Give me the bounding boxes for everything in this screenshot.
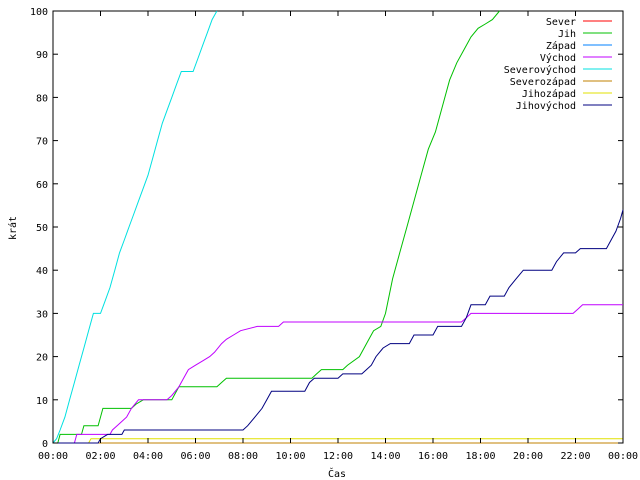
series-line-3 [53, 304, 623, 444]
legend-label: Západ [546, 40, 576, 52]
y-tick-label: 100 [30, 7, 48, 18]
x-axis-label: Čas [328, 467, 346, 480]
x-tick-label: 16:00 [418, 451, 448, 462]
legend-label: Sever [546, 17, 576, 28]
y-tick-label: 30 [36, 309, 48, 320]
legend-label: Východ [540, 52, 576, 64]
x-tick-label: 18:00 [465, 451, 495, 462]
x-tick-label: 20:00 [513, 451, 543, 462]
series-line-1 [53, 10, 500, 444]
legend-label: Jih [558, 29, 576, 40]
y-tick-label: 10 [36, 396, 48, 407]
y-axis-label: krát [7, 216, 19, 240]
x-tick-label: 22:00 [560, 451, 590, 462]
x-tick-label: 06:00 [180, 451, 210, 462]
ticks-layer: 00:00 02:00 04:00 06:00 08:00 10:00 12:00 14:00… [30, 7, 638, 462]
legend: SeverJihZápadVýchodSeverovýchodSeverozáp… [504, 17, 612, 112]
x-tick-label: 08:00 [228, 451, 258, 462]
x-tick-label: 10:00 [275, 451, 305, 462]
x-tick-label: 04:00 [133, 451, 163, 462]
y-tick-label: 40 [36, 266, 48, 277]
x-tick-label: 00:00 [608, 451, 638, 462]
series-line-7 [53, 209, 624, 444]
legend-label: Jihozápad [522, 88, 576, 100]
x-tick-label: 02:00 [85, 451, 115, 462]
y-tick-label: 60 [36, 180, 48, 191]
x-tick-label: 00:00 [38, 451, 68, 462]
y-tick-label: 50 [36, 223, 48, 234]
x-tick-label: 12:00 [323, 451, 353, 462]
y-tick-label: 20 [36, 353, 48, 364]
x-tick-label: 14:00 [370, 451, 400, 462]
legend-label: Severozápad [510, 76, 576, 88]
y-tick-label: 90 [36, 50, 48, 61]
y-tick-label: 70 [36, 137, 48, 148]
legend-label: Severovýchod [504, 64, 576, 76]
legend-label: Jihovýchod [516, 100, 576, 112]
y-tick-label: 0 [42, 439, 48, 450]
y-tick-label: 80 [36, 93, 48, 104]
series-line-4 [52, 10, 218, 444]
